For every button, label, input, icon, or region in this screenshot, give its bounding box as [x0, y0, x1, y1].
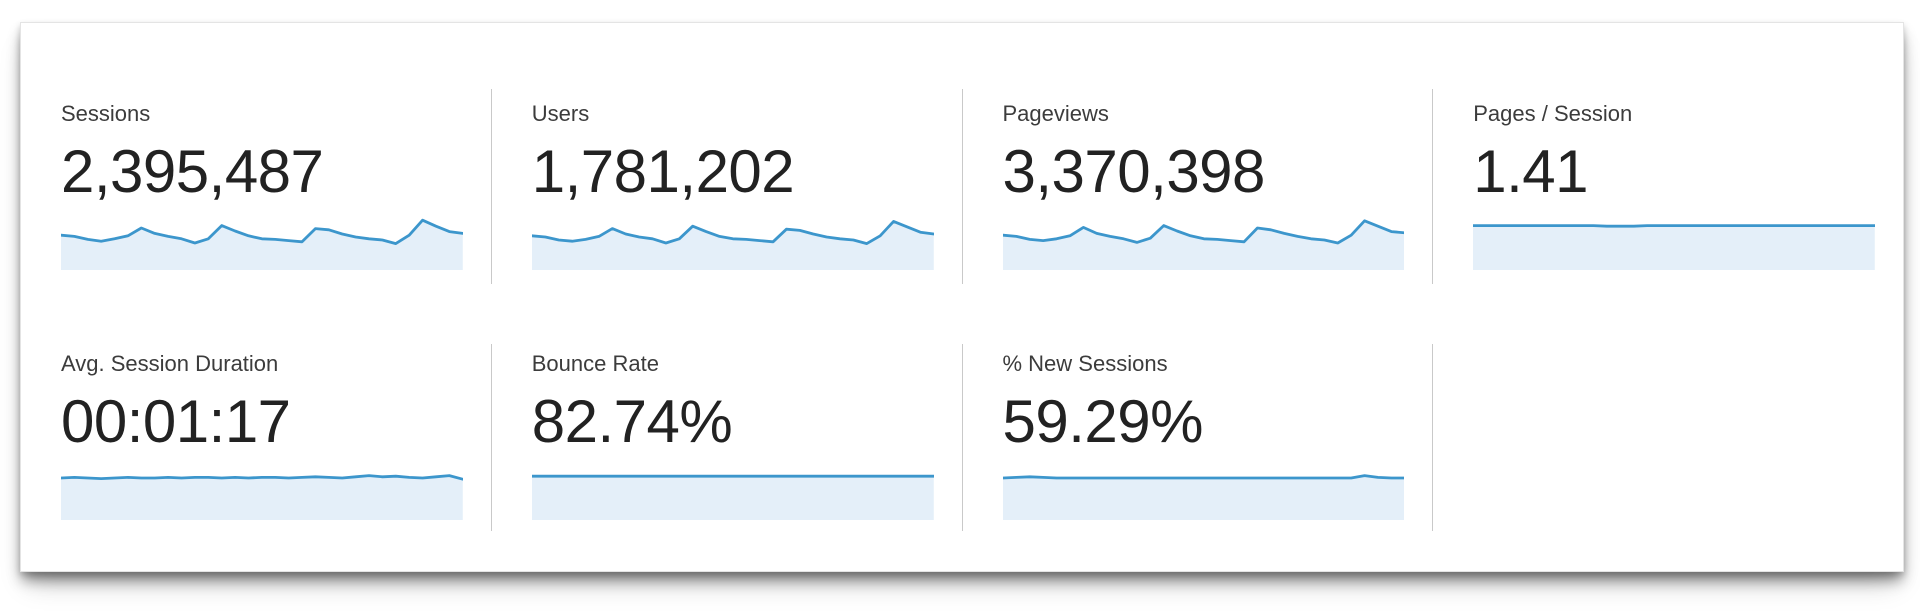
metric-value: 59.29% — [1002, 388, 1204, 455]
sparkline-sessions — [61, 210, 463, 271]
sparkline-svg — [1002, 210, 1405, 271]
sparkline-line — [1003, 221, 1405, 243]
metric-value: 00:01:17 — [61, 388, 291, 455]
metrics-summary-panel: Sessions 2,395,487 Users 1,781,202 Pagev… — [20, 22, 1904, 572]
sparkline-svg — [61, 460, 463, 521]
sparkline-svg — [531, 210, 934, 271]
sparkline-fill-area — [1473, 225, 1875, 271]
sparkline-line — [1473, 226, 1875, 227]
metric-cell-empty — [1433, 344, 1903, 531]
metrics-row-1: Sessions 2,395,487 Users 1,781,202 Pagev… — [21, 89, 1903, 284]
metric-value: 2,395,487 — [61, 138, 324, 205]
sparkline-fill-area — [61, 220, 463, 271]
metric-card-users[interactable]: Users 1,781,202 — [492, 89, 963, 284]
metric-value: 3,370,398 — [1002, 138, 1266, 205]
metric-label: % New Sessions — [1002, 351, 1168, 376]
metric-label: Pageviews — [1002, 101, 1109, 126]
metric-card-bounce-rate[interactable]: Bounce Rate 82.74% — [492, 344, 963, 531]
sparkline-fill-area — [61, 475, 463, 521]
metric-label: Users — [531, 101, 590, 126]
metric-card-sessions[interactable]: Sessions 2,395,487 — [21, 89, 492, 284]
metric-label: Avg. Session Duration — [61, 351, 279, 376]
sparkline-line — [61, 476, 463, 480]
sparkline-svg — [1473, 210, 1875, 271]
sparkline-svg — [61, 210, 463, 271]
sparkline-line — [532, 222, 934, 244]
sparkline-pages-per-session — [1473, 210, 1875, 271]
metric-card-pageviews[interactable]: Pageviews 3,370,398 — [963, 89, 1434, 284]
metric-value: 1,781,202 — [531, 138, 795, 205]
sparkline-fill-area — [531, 476, 934, 521]
sparkline-percent-new-sessions — [1002, 460, 1405, 521]
sparkline-svg — [531, 460, 934, 521]
sparkline-line — [1003, 476, 1405, 478]
sparkline-fill-area — [1002, 220, 1405, 271]
metric-label: Sessions — [61, 101, 151, 126]
metric-value: 82.74% — [531, 388, 733, 455]
metric-card-pages-per-session[interactable]: Pages / Session 1.41 — [1433, 89, 1903, 284]
sparkline-fill-area — [1002, 475, 1405, 521]
metric-label: Bounce Rate — [531, 351, 659, 376]
metric-value: 1.41 — [1473, 138, 1589, 205]
metric-card-percent-new-sessions[interactable]: % New Sessions 59.29% — [963, 344, 1434, 531]
metrics-row-2: Avg. Session Duration 00:01:17 Bounce Ra… — [21, 344, 1903, 531]
sparkline-users — [531, 210, 934, 271]
metric-label: Pages / Session — [1473, 101, 1633, 126]
sparkline-pageviews — [1002, 210, 1405, 271]
sparkline-fill-area — [531, 221, 934, 271]
metric-card-avg-session-duration[interactable]: Avg. Session Duration 00:01:17 — [21, 344, 492, 531]
sparkline-bounce-rate — [531, 460, 934, 521]
sparkline-svg — [1002, 460, 1405, 521]
sparkline-avg-session-duration — [61, 460, 463, 521]
sparkline-line — [61, 220, 463, 243]
